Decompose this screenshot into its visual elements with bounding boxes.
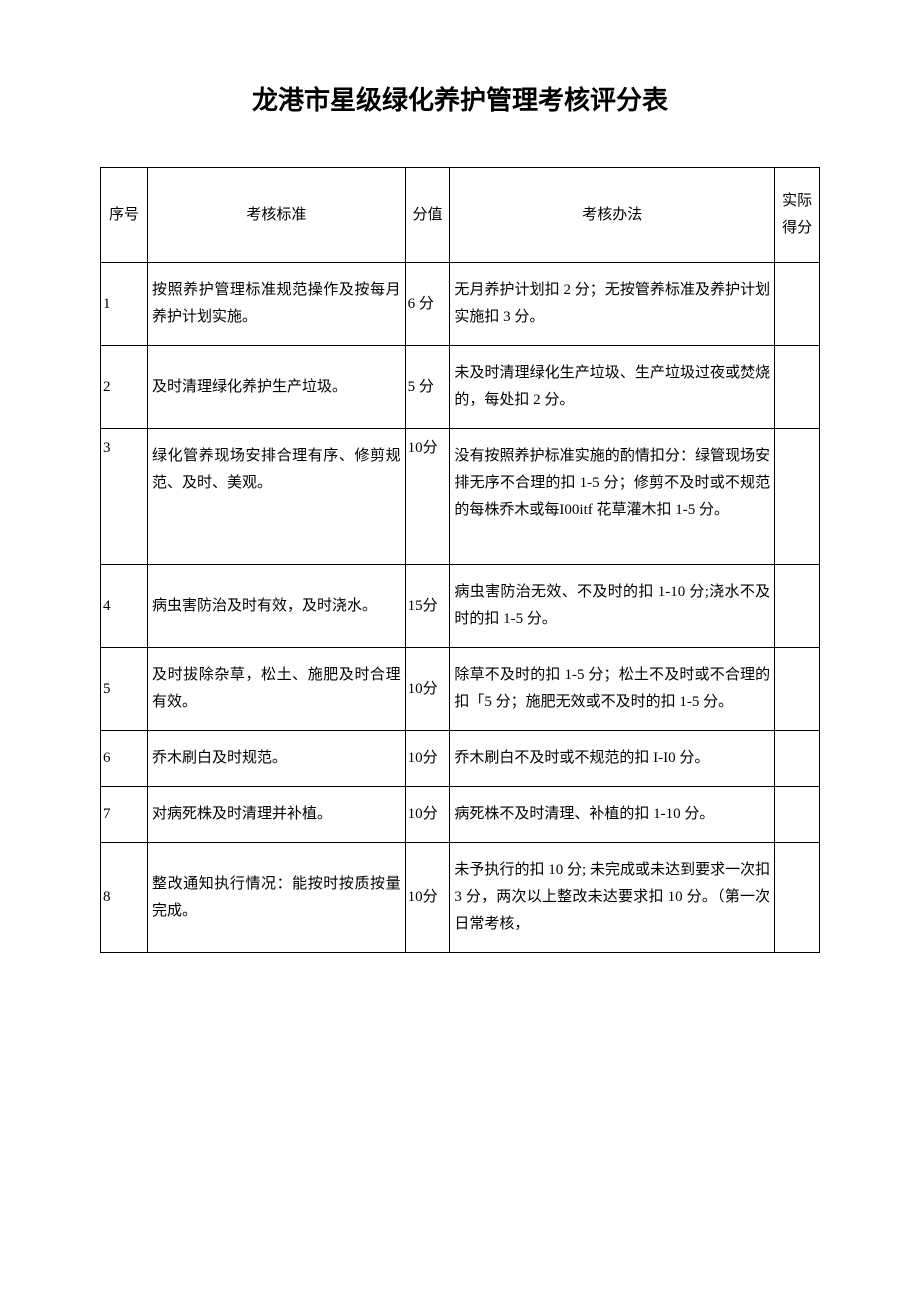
cell-score: 15分 [405, 565, 450, 648]
cell-score: 10分 [405, 429, 450, 565]
header-standard: 考核标准 [148, 168, 406, 263]
cell-score: 10分 [405, 648, 450, 731]
assessment-table: 序号 考核标准 分值 考核办法 实际得分 1 按照养护管理标准规范操作及按每月养… [100, 167, 820, 953]
cell-seq: 5 [101, 648, 148, 731]
cell-score: 10分 [405, 843, 450, 953]
cell-seq: 7 [101, 787, 148, 843]
page-title: 龙港市星级绿化养护管理考核评分表 [100, 80, 820, 117]
cell-seq: 8 [101, 843, 148, 953]
cell-standard: 对病死株及时清理并补植。 [148, 787, 406, 843]
cell-standard: 及时拔除杂草，松土、施肥及时合理有效。 [148, 648, 406, 731]
cell-standard: 及时清理绿化养护生产垃圾。 [148, 346, 406, 429]
cell-standard: 病虫害防治及时有效，及时浇水。 [148, 565, 406, 648]
cell-seq: 2 [101, 346, 148, 429]
table-row: 3 绿化管养现场安排合理有序、修剪规范、及时、美观。 10分 没有按照养护标准实… [101, 429, 820, 565]
cell-method: 病死株不及时清理、补植的扣 1-10 分。 [450, 787, 775, 843]
table-row: 7 对病死株及时清理并补植。 10分 病死株不及时清理、补植的扣 1-10 分。 [101, 787, 820, 843]
cell-method: 没有按照养护标准实施的酌情扣分：绿管现场安排无序不合理的扣 1-5 分；修剪不及… [450, 429, 775, 565]
table-header-row: 序号 考核标准 分值 考核办法 实际得分 [101, 168, 820, 263]
cell-standard: 整改通知执行情况：能按时按质按量完成。 [148, 843, 406, 953]
cell-score: 10分 [405, 787, 450, 843]
table-row: 6 乔木刷白及时规范。 10分 乔木刷白不及时或不规范的扣 I-I0 分。 [101, 731, 820, 787]
cell-method: 乔木刷白不及时或不规范的扣 I-I0 分。 [450, 731, 775, 787]
table-row: 8 整改通知执行情况：能按时按质按量完成。 10分 未予执行的扣 10 分; 未… [101, 843, 820, 953]
cell-standard: 乔木刷白及时规范。 [148, 731, 406, 787]
cell-method: 除草不及时的扣 1-5 分；松土不及时或不合理的扣「5 分；施肥无效或不及时的扣… [450, 648, 775, 731]
cell-actual [775, 263, 820, 346]
cell-seq: 4 [101, 565, 148, 648]
table-row: 5 及时拔除杂草，松土、施肥及时合理有效。 10分 除草不及时的扣 1-5 分；… [101, 648, 820, 731]
cell-method: 未及时清理绿化生产垃圾、生产垃圾过夜或焚烧的，每处扣 2 分。 [450, 346, 775, 429]
cell-score: 6 分 [405, 263, 450, 346]
cell-actual [775, 787, 820, 843]
cell-seq: 6 [101, 731, 148, 787]
cell-actual [775, 346, 820, 429]
cell-actual [775, 429, 820, 565]
cell-method: 病虫害防治无效、不及时的扣 1-10 分;浇水不及时的扣 1-5 分。 [450, 565, 775, 648]
header-method: 考核办法 [450, 168, 775, 263]
cell-score: 5 分 [405, 346, 450, 429]
header-seq: 序号 [101, 168, 148, 263]
cell-score: 10分 [405, 731, 450, 787]
cell-standard: 绿化管养现场安排合理有序、修剪规范、及时、美观。 [148, 429, 406, 565]
cell-actual [775, 843, 820, 953]
header-score: 分值 [405, 168, 450, 263]
cell-method: 未予执行的扣 10 分; 未完成或未达到要求一次扣 3 分，两次以上整改未达要求… [450, 843, 775, 953]
table-row: 1 按照养护管理标准规范操作及按每月养护计划实施。 6 分 无月养护计划扣 2 … [101, 263, 820, 346]
cell-actual [775, 731, 820, 787]
table-row: 4 病虫害防治及时有效，及时浇水。 15分 病虫害防治无效、不及时的扣 1-10… [101, 565, 820, 648]
cell-standard: 按照养护管理标准规范操作及按每月养护计划实施。 [148, 263, 406, 346]
cell-actual [775, 565, 820, 648]
cell-seq: 3 [101, 429, 148, 565]
cell-method: 无月养护计划扣 2 分；无按管养标准及养护计划实施扣 3 分。 [450, 263, 775, 346]
cell-seq: 1 [101, 263, 148, 346]
table-row: 2 及时清理绿化养护生产垃圾。 5 分 未及时清理绿化生产垃圾、生产垃圾过夜或焚… [101, 346, 820, 429]
header-actual: 实际得分 [775, 168, 820, 263]
cell-actual [775, 648, 820, 731]
